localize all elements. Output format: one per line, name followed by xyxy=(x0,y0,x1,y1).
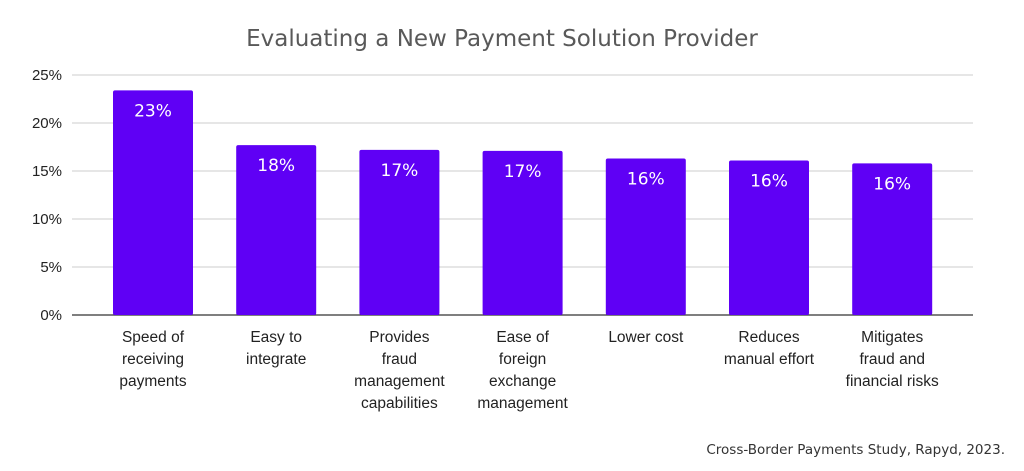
y-tick-label: 5% xyxy=(40,259,62,276)
y-tick-label: 20% xyxy=(32,115,62,132)
x-category-label: Ease of foreign exchange management xyxy=(477,329,568,412)
bar-data-label: 23% xyxy=(134,101,172,121)
chart-title: Evaluating a New Payment Solution Provid… xyxy=(246,26,758,52)
bar-data-label: 16% xyxy=(627,170,665,190)
x-axis-categories: Speed of receiving payments Easy to integrat… xyxy=(119,329,939,412)
x-category-label: Speed of receiving payments xyxy=(119,329,186,390)
bar xyxy=(113,90,193,315)
bar-data-label: 17% xyxy=(381,161,419,181)
x-category-label: Easy to integrate xyxy=(246,329,306,368)
bar-data-labels: 23% 18% 17% 17% 16% 16% 16% xyxy=(134,101,911,194)
bar-data-label: 16% xyxy=(750,171,788,191)
bar xyxy=(852,163,933,315)
x-category-label: Lower cost xyxy=(608,329,684,346)
bar xyxy=(482,150,563,315)
y-tick-label: 25% xyxy=(32,67,62,84)
x-category-label: Reduces manual effort xyxy=(724,329,815,368)
y-tick-label: 0% xyxy=(40,307,62,324)
bars xyxy=(113,90,933,315)
bar xyxy=(605,158,686,315)
bar-data-label: 16% xyxy=(873,174,911,194)
bar xyxy=(236,145,317,315)
x-category-label: Mitigates fraud and financial risks xyxy=(846,329,939,390)
bar xyxy=(359,149,440,315)
y-tick-label: 15% xyxy=(32,163,62,180)
bar xyxy=(729,160,809,315)
bar-data-label: 17% xyxy=(504,162,542,182)
source-note: Cross-Border Payments Study, Rapyd, 2023… xyxy=(706,442,1005,458)
y-tick-label: 10% xyxy=(32,211,62,228)
bar-data-label: 18% xyxy=(257,156,295,176)
y-axis-ticks: 0% 5% 10% 15% 20% 25% xyxy=(32,67,62,324)
x-category-label: Provides fraud management capabilities xyxy=(354,329,445,412)
